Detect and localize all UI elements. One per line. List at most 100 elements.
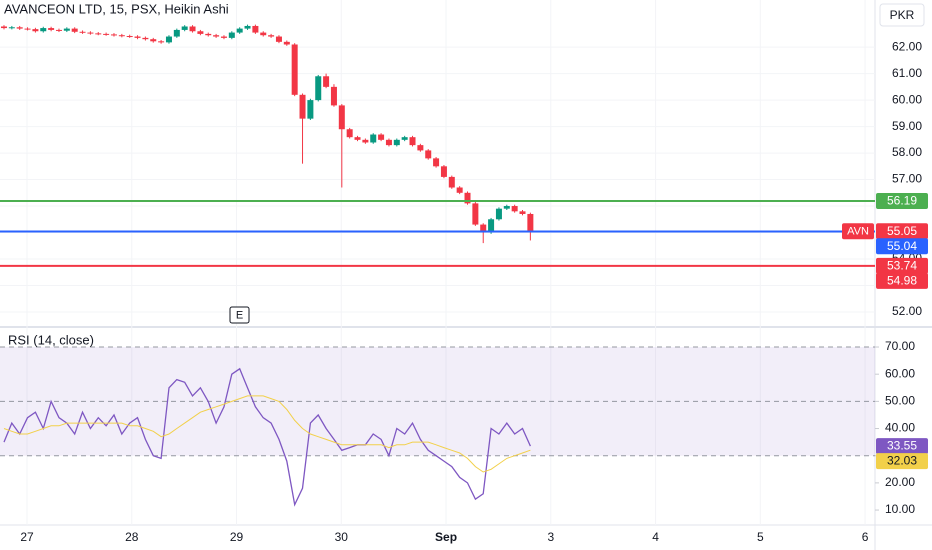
y-tick-label: 40.00 [885, 421, 915, 435]
y-tick-label: 59.00 [892, 119, 922, 133]
event-marker[interactable]: E [236, 309, 243, 321]
y-tick-label: 62.00 [892, 39, 922, 53]
candle-body [283, 41, 290, 45]
rsi-title: RSI (14, close) [8, 332, 94, 347]
candle-body [244, 25, 251, 29]
price-tag-bg [876, 238, 928, 255]
x-tick-label: 28 [125, 530, 139, 544]
candle-body [268, 35, 275, 37]
candle-body [134, 36, 141, 38]
candle-body [480, 224, 487, 233]
x-tick-label: 5 [757, 530, 764, 544]
candle-body [165, 36, 172, 43]
candle-body [181, 26, 188, 30]
candle-body [433, 158, 440, 167]
price-tag: 53.74 [887, 259, 917, 273]
candle-body [456, 187, 463, 193]
candle-body [448, 176, 455, 188]
currency-box[interactable] [879, 3, 925, 27]
price-tag-bg [876, 223, 928, 240]
candle-body [519, 211, 526, 214]
y-tick-label: 52.00 [892, 304, 922, 318]
candle-body [63, 28, 70, 31]
candle-body [315, 76, 322, 101]
candle-body [511, 206, 518, 212]
candle-body [40, 28, 47, 32]
price-tag: 55.04 [887, 239, 917, 253]
candle-body [307, 100, 314, 119]
candle-body [8, 27, 15, 29]
candle-body [228, 32, 235, 38]
y-tick-label: 58.00 [892, 145, 922, 159]
candle-body [346, 129, 353, 138]
y-tick-label: 61.00 [892, 66, 922, 80]
candle-body [205, 33, 212, 36]
candle-body [173, 29, 180, 37]
candle-body [150, 39, 157, 42]
x-tick-label: 3 [547, 530, 554, 544]
candle-body [55, 29, 62, 31]
price-tag: 33.55 [887, 439, 917, 453]
candle-body [323, 76, 330, 87]
price-tag: 56.19 [887, 194, 917, 208]
candle-body [236, 28, 243, 33]
y-tick-label: 60.00 [885, 366, 915, 380]
candle-body [291, 44, 298, 95]
candle-body [220, 36, 227, 38]
candle-body [197, 31, 204, 34]
x-tick-label: 30 [335, 530, 349, 544]
candle-body [338, 105, 345, 130]
y-tick-label: 60.00 [892, 92, 922, 106]
candle-body [103, 33, 110, 35]
x-tick-label: 6 [862, 530, 869, 544]
y-tick-label: 57.00 [892, 172, 922, 186]
rsi-line [3, 395, 531, 473]
price-tag: 55.05 [887, 224, 917, 238]
candle-body [378, 134, 385, 140]
candle-body [189, 26, 196, 32]
candle-body [354, 137, 361, 140]
candle-body [385, 139, 392, 146]
candle-body [118, 35, 125, 37]
candle-body [158, 41, 165, 43]
candle-body [126, 36, 133, 38]
x-tick-label: 29 [230, 530, 244, 544]
candle-body [409, 137, 416, 146]
candle-body [495, 208, 502, 220]
candle-body [275, 36, 282, 42]
price-tag-bg [876, 193, 928, 210]
candle-body [370, 134, 377, 143]
symbol-tag: AVN [847, 226, 869, 238]
candle-body [24, 28, 31, 30]
price-tag-bg [876, 257, 928, 274]
candle-body [71, 28, 78, 32]
candle-body [425, 150, 432, 159]
y-tick-label: 20.00 [885, 475, 915, 489]
candle-body [299, 94, 306, 119]
y-tick-label: 50.00 [885, 394, 915, 408]
candle-body [527, 213, 534, 232]
candle-body [260, 32, 267, 36]
rsi-line [3, 367, 531, 507]
x-tick-label: 4 [652, 530, 659, 544]
candle-body [95, 33, 102, 35]
price-tag-bg [876, 438, 928, 455]
candle-body [252, 25, 259, 33]
candle-body [110, 34, 117, 36]
candle-body [401, 137, 408, 140]
x-tick-label: 27 [20, 530, 34, 544]
candle-body [503, 206, 510, 209]
candle-body [393, 139, 400, 146]
event-marker-box[interactable] [229, 306, 250, 324]
x-tick-label: Sep [435, 530, 457, 544]
currency[interactable]: PKR [890, 8, 915, 22]
candle-body [0, 26, 7, 29]
candle-body [16, 27, 23, 29]
y-tick-label: 70.00 [885, 339, 915, 353]
symbol-tag-bg [842, 223, 874, 240]
price-tag-bg [876, 272, 928, 289]
candle-body [48, 28, 55, 30]
